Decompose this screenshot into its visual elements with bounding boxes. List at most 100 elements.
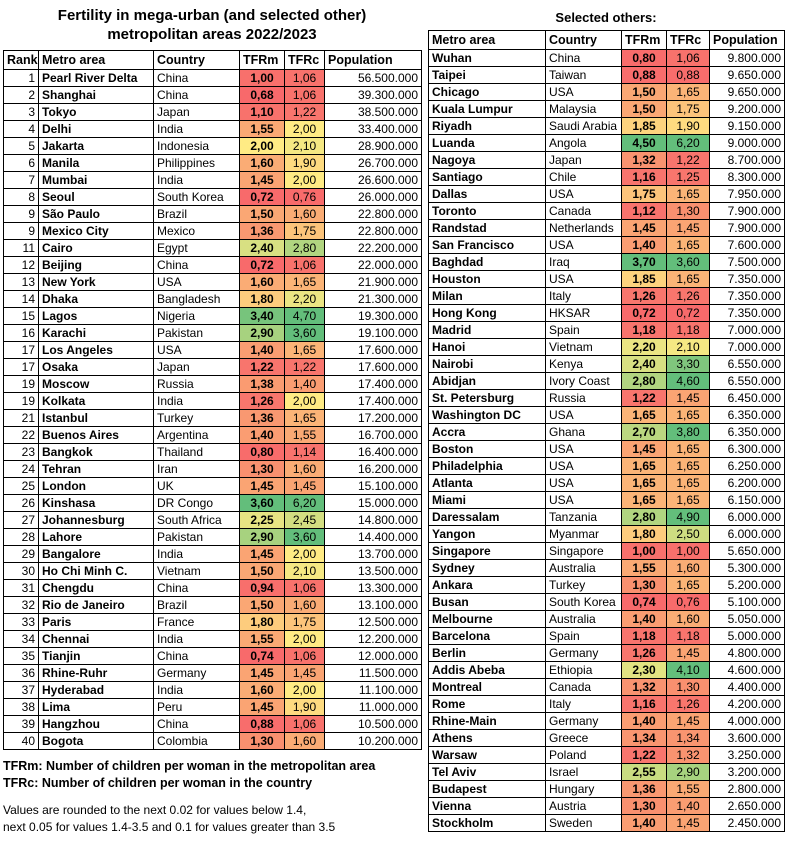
metro-cell: Ankara <box>428 576 546 594</box>
tfrm-cell: 1,50 <box>239 596 285 614</box>
table-row: 23 Bangkok Thailand 0,80 1,14 16.400.000 <box>3 443 422 461</box>
population-cell: 17.400.000 <box>324 375 422 393</box>
metro-cell: Jakarta <box>38 137 154 155</box>
rank-cell: 19 <box>3 392 39 410</box>
metro-cell: Randstad <box>428 219 546 237</box>
population-cell: 38.500.000 <box>324 103 422 121</box>
metro-cell: Hanoi <box>428 338 546 356</box>
tfrc-cell: 1,55 <box>284 426 325 444</box>
tfrm-cell: 1,50 <box>621 100 667 118</box>
tfrm-cell: 1,34 <box>621 729 667 747</box>
table-row: Miami USA 1,65 1,65 6.150.000 <box>428 491 785 509</box>
metro-cell: Stockholm <box>428 814 546 832</box>
table-row: Daressalam Tanzania 2,80 4,90 6.000.000 <box>428 508 785 526</box>
country-cell: USA <box>153 341 240 359</box>
metro-cell: Athens <box>428 729 546 747</box>
country-cell: Sweden <box>545 814 622 832</box>
metro-cell: Wuhan <box>428 49 546 67</box>
metro-cell: Dhaka <box>38 290 154 308</box>
metro-cell: Taipei <box>428 66 546 84</box>
table-row: Berlin Germany 1,26 1,45 4.800.000 <box>428 644 785 662</box>
country-cell: HKSAR <box>545 304 622 322</box>
column-header-metro-area: Metro area <box>38 50 154 70</box>
tfrc-cell: 1,65 <box>666 474 710 492</box>
tfrc-cell: 1,40 <box>666 797 710 815</box>
population-cell: 7.950.000 <box>709 185 785 203</box>
tfrm-cell: 2,20 <box>621 338 667 356</box>
country-cell: Ghana <box>545 423 622 441</box>
tfrm-cell: 4,50 <box>621 134 667 152</box>
metro-cell: Buenos Aires <box>38 426 154 444</box>
metro-cell: New York <box>38 273 154 291</box>
table-row: Madrid Spain 1,18 1,18 7.000.000 <box>428 321 785 339</box>
tfrc-cell: 1,30 <box>666 202 710 220</box>
table-row: Washington DC USA 1,65 1,65 6.350.000 <box>428 406 785 424</box>
rank-cell: 16 <box>3 324 39 342</box>
tfrm-cell: 1,45 <box>239 698 285 716</box>
column-header-population: Population <box>709 30 785 50</box>
tfrm-legend: TFRm: Number of children per woman in th… <box>3 759 376 773</box>
metro-cell: Daressalam <box>428 508 546 526</box>
rank-cell: 12 <box>3 256 39 274</box>
country-cell: China <box>153 256 240 274</box>
table-row: 14 Dhaka Bangladesh 1,80 2,20 21.300.000 <box>3 290 422 308</box>
rank-cell: 26 <box>3 494 39 512</box>
metro-cell: Beijing <box>38 256 154 274</box>
metro-cell: Tianjin <box>38 647 154 665</box>
tfrc-cell: 2,00 <box>284 545 325 563</box>
country-cell: Germany <box>545 644 622 662</box>
table-row: Yangon Myanmar 1,80 2,50 6.000.000 <box>428 525 785 543</box>
population-cell: 3.250.000 <box>709 746 785 764</box>
population-cell: 9.650.000 <box>709 66 785 84</box>
metro-cell: Barcelona <box>428 627 546 645</box>
table-row: 3 Tokyo Japan 1,10 1,22 38.500.000 <box>3 103 422 121</box>
country-cell: USA <box>545 440 622 458</box>
tfrm-cell: 1,65 <box>621 457 667 475</box>
population-cell: 6.000.000 <box>709 508 785 526</box>
tfrc-cell: 1,25 <box>666 168 710 186</box>
table-row: Santiago Chile 1,16 1,25 8.300.000 <box>428 168 785 186</box>
table-row: 22 Buenos Aires Argentina 1,40 1,55 16.700.00… <box>3 426 422 444</box>
table-row: 25 London UK 1,45 1,45 15.100.000 <box>3 477 422 495</box>
country-cell: Australia <box>545 559 622 577</box>
table-row: 21 Istanbul Turkey 1,36 1,65 17.200.000 <box>3 409 422 427</box>
tfrc-cell: 1,60 <box>284 596 325 614</box>
tfrm-cell: 1,16 <box>621 168 667 186</box>
tfrc-cell: 1,55 <box>666 780 710 798</box>
country-cell: Peru <box>153 698 240 716</box>
tfrm-cell: 1,36 <box>239 409 285 427</box>
tfrm-cell: 1,45 <box>239 171 285 189</box>
table-row: 5 Jakarta Indonesia 2,00 2,10 28.900.000 <box>3 137 422 155</box>
country-cell: Turkey <box>153 409 240 427</box>
table-row: Philadelphia USA 1,65 1,65 6.250.000 <box>428 457 785 475</box>
rank-cell: 27 <box>3 511 39 529</box>
tfrm-cell: 0,72 <box>239 256 285 274</box>
table-row: Nairobi Kenya 2,40 3,30 6.550.000 <box>428 355 785 373</box>
table-row: 26 Kinshasa DR Congo 3,60 6,20 15.000.000 <box>3 494 422 512</box>
table-row: Warsaw Poland 1,22 1,32 3.250.000 <box>428 746 785 764</box>
tfrc-cell: 2,00 <box>284 392 325 410</box>
metro-cell: Sydney <box>428 559 546 577</box>
rounding-note-line1: Values are rounded to the next 0.02 for … <box>3 803 307 817</box>
country-cell: Pakistan <box>153 324 240 342</box>
metro-cell: Lima <box>38 698 154 716</box>
rank-cell: 22 <box>3 426 39 444</box>
country-cell: Japan <box>153 103 240 121</box>
population-cell: 14.400.000 <box>324 528 422 546</box>
tfrm-cell: 1,32 <box>621 678 667 696</box>
metro-cell: Cairo <box>38 239 154 257</box>
table-row: 36 Rhine-Ruhr Germany 1,45 1,45 11.500.000 <box>3 664 422 682</box>
rank-cell: 21 <box>3 409 39 427</box>
population-cell: 19.100.000 <box>324 324 422 342</box>
country-cell: Thailand <box>153 443 240 461</box>
metro-cell: San Francisco <box>428 236 546 254</box>
metro-cell: Nagoya <box>428 151 546 169</box>
rank-cell: 6 <box>3 154 39 172</box>
metro-cell: Budapest <box>428 780 546 798</box>
tfrc-cell: 1,45 <box>284 664 325 682</box>
metro-cell: St. Petersburg <box>428 389 546 407</box>
tfrm-cell: 1,55 <box>239 120 285 138</box>
country-cell: Argentina <box>153 426 240 444</box>
population-cell: 4.400.000 <box>709 678 785 696</box>
tfrm-cell: 2,30 <box>621 661 667 679</box>
